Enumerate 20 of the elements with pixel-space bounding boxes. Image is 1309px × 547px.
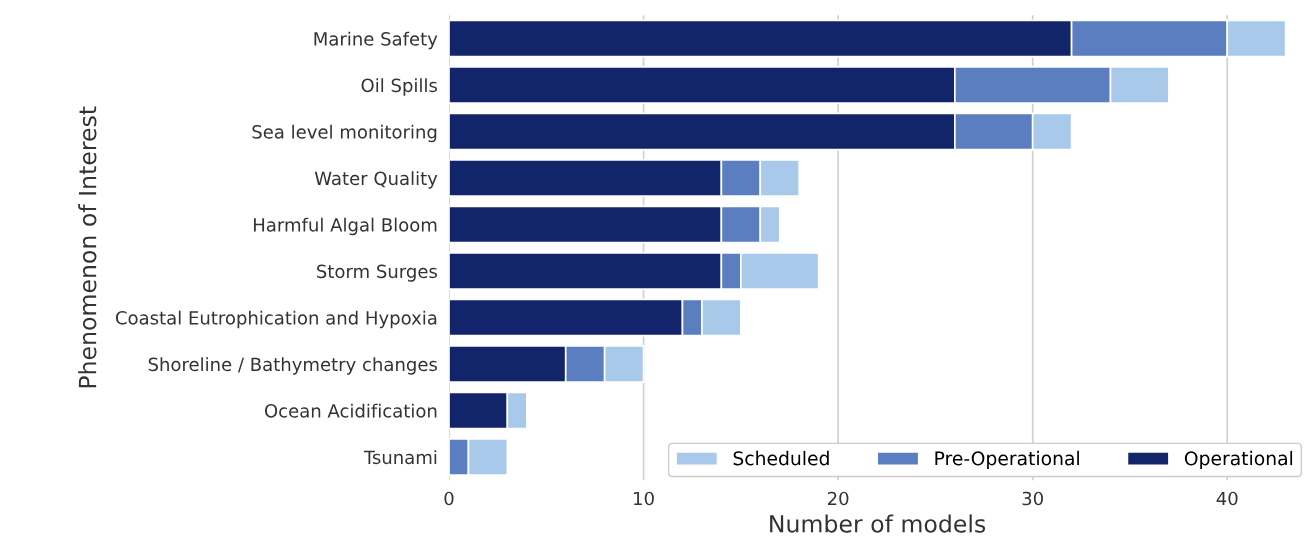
y-tick-label: Coastal Eutrophication and Hypoxia [115, 310, 437, 329]
y-tick-label: Marine Safety [314, 31, 438, 50]
legend-label: Operational [1184, 450, 1293, 470]
y-tick-label: Storm Surges [317, 264, 437, 282]
y-axis-title: Phenomenon of Interest [78, 106, 97, 388]
x-tick-label: 20 [827, 491, 849, 506]
x-tick-label: 10 [634, 491, 654, 506]
y-tick-label: Oil Spills [361, 78, 437, 96]
x-axis-title: Number of models [770, 514, 986, 533]
legend-label: Scheduled [733, 450, 829, 466]
y-tick-label: Harmful Algal Bloom [254, 217, 437, 236]
legend-label: Pre-Operational [935, 450, 1079, 470]
x-tick-label: 30 [1022, 491, 1043, 506]
y-tick-label: Tsunami [363, 450, 437, 465]
x-tick-label: 0 [444, 491, 454, 506]
x-tick-label: 40 [1216, 491, 1238, 506]
y-tick-label: Shoreline / Bathymetry changes [148, 357, 437, 375]
y-tick-label: Water Quality [314, 171, 438, 189]
y-tick-label: Sea level monitoring [252, 124, 437, 143]
y-tick-label: Ocean Acidification [264, 403, 437, 418]
